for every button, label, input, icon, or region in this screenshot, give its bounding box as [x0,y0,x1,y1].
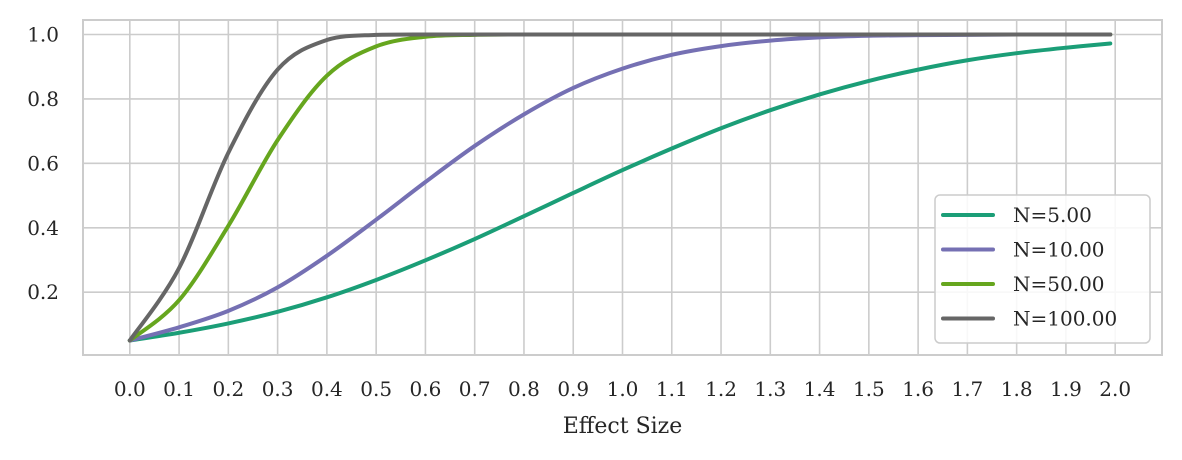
x-tick-label: 1.0 [607,377,639,401]
x-tick-label: 1.6 [902,377,934,401]
x-tick-label: 1.4 [804,377,836,401]
y-tick-label: 0.2 [27,280,59,304]
x-tick-label: 1.2 [705,377,737,401]
x-tick-label: 0.1 [163,377,195,401]
x-tick-label: 0.9 [557,377,589,401]
x-tick-label: 0.0 [114,377,146,401]
x-axis-title: Effect Size [563,414,683,439]
x-tick-label: 1.7 [951,377,983,401]
x-tick-label: 0.5 [360,377,392,401]
y-tick-label: 0.4 [27,216,59,240]
x-tick-label: 1.8 [1001,377,1033,401]
legend-label-1: N=10.00 [1013,238,1105,262]
x-tick-label: 1.9 [1050,377,1082,401]
legend-label-2: N=50.00 [1013,272,1105,296]
y-tick-label: 1.0 [27,22,59,46]
y-tick-label: 0.8 [27,87,59,111]
y-axis-ticks: 0.2 0.4 0.6 0.8 1.0 [27,22,59,304]
x-tick-label: 1.1 [656,377,688,401]
x-tick-label: 0.7 [459,377,491,401]
y-tick-label: 0.6 [27,151,59,175]
series-line-0 [127,41,1113,343]
series-lines [127,32,1113,343]
x-tick-label: 0.3 [262,377,294,401]
plot-frame [82,19,1163,356]
legend-label-3: N=100.00 [1013,307,1117,331]
x-tick-label: 0.8 [508,377,540,401]
series-line-3 [127,32,1113,343]
x-tick-label: 0.2 [212,377,244,401]
x-tick-label: 1.3 [754,377,786,401]
legend: N=5.00 N=10.00 N=50.00 N=100.00 [934,194,1151,344]
x-axis-ticks: 0.0 0.1 0.2 0.3 0.4 0.5 0.6 0.7 0.8 0.9 1.0 1.1 1.2 1… [114,377,1131,401]
x-tick-label: 1.5 [853,377,885,401]
legend-box [934,194,1151,344]
x-tick-label: 0.4 [311,377,343,401]
legend-label-0: N=5.00 [1013,203,1092,227]
x-tick-label: 0.6 [410,377,442,401]
x-tick-label: 2.0 [1099,377,1131,401]
